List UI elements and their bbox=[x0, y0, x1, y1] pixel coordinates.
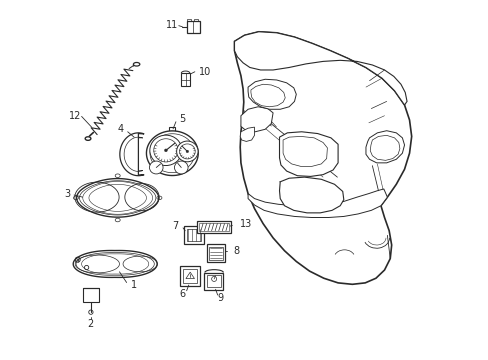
Ellipse shape bbox=[164, 149, 167, 152]
Polygon shape bbox=[279, 177, 343, 213]
Bar bbox=[197, 221, 231, 233]
Bar bbox=[186, 21, 200, 33]
Polygon shape bbox=[73, 251, 157, 278]
Text: 7: 7 bbox=[172, 221, 178, 231]
Bar bbox=[206, 275, 220, 287]
Bar bbox=[183, 269, 197, 283]
Polygon shape bbox=[247, 79, 296, 109]
Text: 13: 13 bbox=[239, 219, 251, 229]
Text: 1: 1 bbox=[130, 280, 137, 291]
Bar bbox=[186, 229, 201, 242]
Polygon shape bbox=[241, 107, 272, 132]
Bar bbox=[181, 73, 189, 86]
Ellipse shape bbox=[186, 150, 188, 153]
Ellipse shape bbox=[176, 141, 198, 162]
Bar bbox=[180, 266, 200, 286]
Ellipse shape bbox=[149, 135, 182, 166]
Text: 3: 3 bbox=[64, 189, 70, 199]
Bar bbox=[83, 288, 99, 302]
Bar bbox=[206, 244, 225, 262]
Ellipse shape bbox=[174, 161, 188, 174]
Text: 2: 2 bbox=[87, 319, 93, 329]
Text: 4: 4 bbox=[117, 123, 123, 134]
Polygon shape bbox=[146, 131, 198, 176]
Text: 12: 12 bbox=[69, 111, 81, 121]
Polygon shape bbox=[279, 132, 337, 176]
Bar bbox=[203, 273, 222, 290]
Bar bbox=[209, 247, 222, 260]
Bar bbox=[186, 18, 190, 21]
Polygon shape bbox=[365, 131, 404, 163]
Text: 8: 8 bbox=[233, 247, 239, 256]
Bar bbox=[169, 127, 175, 132]
Polygon shape bbox=[240, 127, 254, 141]
Polygon shape bbox=[247, 189, 386, 217]
Text: 10: 10 bbox=[199, 67, 211, 77]
Polygon shape bbox=[120, 133, 144, 176]
Polygon shape bbox=[234, 32, 406, 105]
Polygon shape bbox=[77, 179, 159, 217]
Bar bbox=[194, 18, 197, 21]
Polygon shape bbox=[234, 32, 411, 284]
Bar bbox=[199, 223, 229, 231]
Ellipse shape bbox=[149, 161, 163, 174]
Text: 11: 11 bbox=[166, 20, 178, 30]
Text: 5: 5 bbox=[179, 114, 185, 124]
Text: 9: 9 bbox=[217, 293, 223, 303]
Bar bbox=[183, 226, 203, 244]
Text: 6: 6 bbox=[179, 289, 185, 299]
